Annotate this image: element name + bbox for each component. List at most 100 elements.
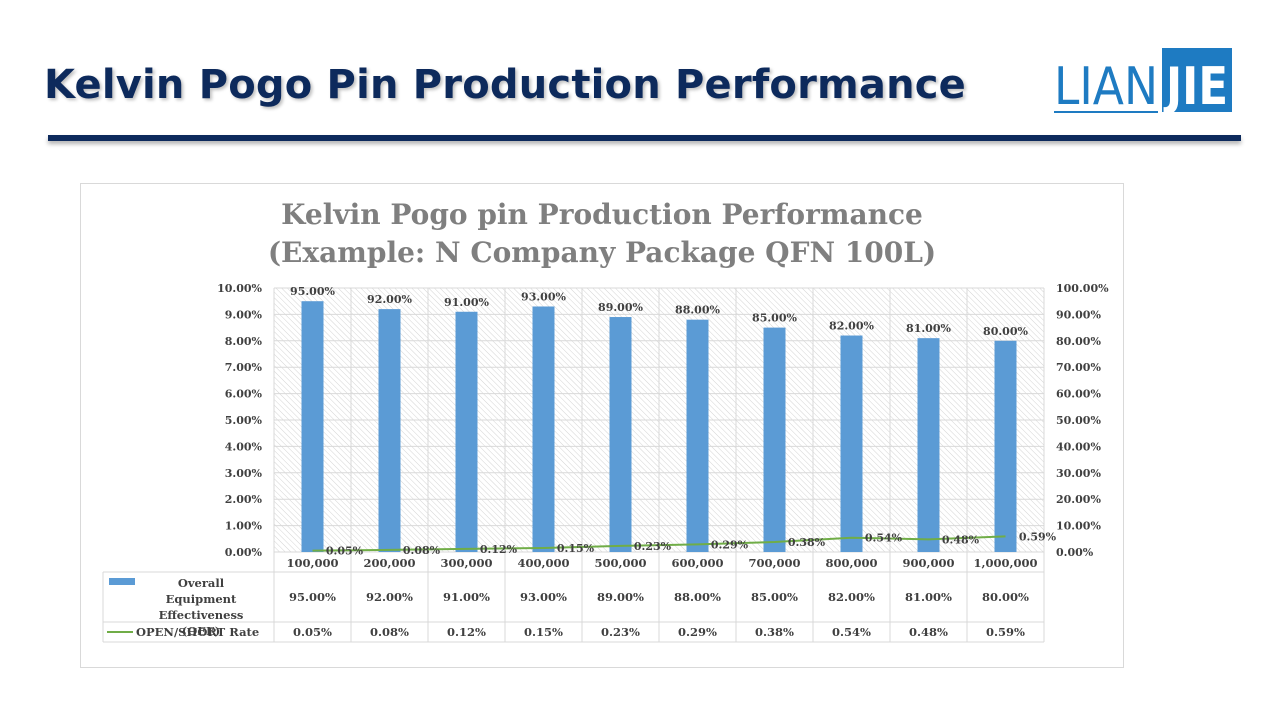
logo-mark: LIAN JIE bbox=[1054, 48, 1232, 114]
category-label: 1,000,000 bbox=[973, 556, 1037, 570]
bar bbox=[609, 317, 632, 552]
category-label: 300,000 bbox=[440, 556, 492, 570]
legend-label-oee: Effectiveness bbox=[159, 608, 244, 622]
bar-data-label: 89.00% bbox=[598, 301, 643, 314]
left-axis-tick-label: 1.00% bbox=[225, 520, 263, 533]
line-data-label: 0.15% bbox=[557, 542, 595, 555]
bar-data-label: 81.00% bbox=[906, 322, 951, 335]
table-cell-oee: 88.00% bbox=[674, 590, 721, 604]
bar bbox=[840, 335, 863, 552]
bar-data-label: 82.00% bbox=[829, 320, 874, 333]
line-data-label: 0.05% bbox=[326, 545, 364, 558]
bar bbox=[686, 319, 709, 552]
table-cell-open-short: 0.12% bbox=[447, 625, 486, 639]
bar bbox=[763, 327, 786, 552]
bar-data-label: 93.00% bbox=[521, 290, 566, 303]
right-axis-tick-label: 80.00% bbox=[1056, 335, 1101, 348]
table-cell-open-short: 0.15% bbox=[524, 625, 563, 639]
table-cell-oee: 89.00% bbox=[597, 590, 644, 604]
right-axis-tick-label: 20.00% bbox=[1056, 493, 1101, 506]
combo-chart: Kelvin Pogo pin Production Performance (… bbox=[102, 198, 1109, 643]
table-cell-oee: 93.00% bbox=[520, 590, 567, 604]
table-cell-open-short: 0.59% bbox=[986, 625, 1025, 639]
table-cell-open-short: 0.23% bbox=[601, 625, 640, 639]
right-axis-tick-label: 50.00% bbox=[1056, 414, 1101, 427]
title-divider bbox=[48, 135, 1241, 141]
bar-data-label: 92.00% bbox=[367, 293, 412, 306]
table-cell-oee: 95.00% bbox=[289, 590, 336, 604]
table-cell-oee: 91.00% bbox=[443, 590, 490, 604]
left-axis-tick-label: 7.00% bbox=[225, 361, 263, 374]
bar bbox=[301, 301, 324, 552]
company-logo: LIAN JIE bbox=[1054, 48, 1232, 114]
category-label: 700,000 bbox=[748, 556, 800, 570]
right-axis-tick-label: 10.00% bbox=[1056, 520, 1101, 533]
logo-text-left: LIAN bbox=[1054, 57, 1158, 114]
bar-data-label: 80.00% bbox=[983, 325, 1028, 338]
left-axis-tick-label: 10.00% bbox=[217, 282, 262, 295]
category-label: 900,000 bbox=[902, 556, 954, 570]
bar bbox=[917, 338, 940, 552]
line-data-label: 0.48% bbox=[942, 533, 980, 546]
bar bbox=[532, 306, 555, 552]
bar-data-label: 91.00% bbox=[444, 296, 489, 309]
logo-box bbox=[1162, 48, 1232, 112]
logo-text-right: JIE bbox=[1163, 57, 1228, 114]
chart-title: Kelvin Pogo pin Production Performance bbox=[281, 198, 923, 231]
table-cell-open-short: 0.48% bbox=[909, 625, 948, 639]
legend-label-oee: Overall bbox=[178, 576, 225, 590]
bar-data-label: 88.00% bbox=[675, 304, 720, 317]
line-data-label: 0.08% bbox=[403, 544, 441, 557]
line-data-label: 0.38% bbox=[788, 536, 826, 549]
table-cell-open-short: 0.29% bbox=[678, 625, 717, 639]
category-label: 200,000 bbox=[363, 556, 415, 570]
left-axis-tick-label: 8.00% bbox=[225, 335, 263, 348]
line-data-label: 0.59% bbox=[1019, 530, 1057, 543]
left-axis-tick-label: 2.00% bbox=[225, 493, 263, 506]
slide-title: Kelvin Pogo Pin Production Performance bbox=[44, 62, 967, 108]
line-data-label: 0.54% bbox=[865, 532, 903, 545]
chart-container: Kelvin Pogo pin Production Performance (… bbox=[80, 183, 1124, 668]
category-label: 100,000 bbox=[286, 556, 338, 570]
table-cell-oee: 85.00% bbox=[751, 590, 798, 604]
left-axis-tick-label: 5.00% bbox=[225, 414, 263, 427]
right-axis-tick-label: 40.00% bbox=[1056, 440, 1101, 453]
left-axis-tick-label: 9.00% bbox=[225, 308, 263, 321]
left-axis-tick-label: 0.00% bbox=[225, 546, 263, 559]
table-cell-open-short: 0.05% bbox=[293, 625, 332, 639]
line-data-label: 0.12% bbox=[480, 543, 518, 556]
chart-subtitle: (Example: N Company Package QFN 100L) bbox=[268, 236, 936, 269]
table-cell-oee: 80.00% bbox=[982, 590, 1029, 604]
left-axis-tick-label: 4.00% bbox=[225, 440, 263, 453]
line-series bbox=[312, 535, 1006, 552]
table-cell-oee: 92.00% bbox=[366, 590, 413, 604]
left-axis-tick-label: 3.00% bbox=[225, 467, 263, 480]
right-axis-tick-label: 100.00% bbox=[1056, 282, 1109, 295]
right-axis-tick-label: 70.00% bbox=[1056, 361, 1101, 374]
category-label: 500,000 bbox=[594, 556, 646, 570]
table-cell-open-short: 0.08% bbox=[370, 625, 409, 639]
bar-data-label: 85.00% bbox=[752, 312, 797, 325]
line-data-label: 0.29% bbox=[711, 538, 749, 551]
line-data-label: 0.23% bbox=[634, 540, 672, 553]
right-axis-tick-label: 30.00% bbox=[1056, 467, 1101, 480]
right-axis-tick-label: 90.00% bbox=[1056, 308, 1101, 321]
right-axis-tick-label: 0.00% bbox=[1056, 546, 1094, 559]
bar bbox=[455, 311, 478, 552]
table-cell-oee: 81.00% bbox=[905, 590, 952, 604]
category-label: 600,000 bbox=[671, 556, 723, 570]
legend-label-open-short: OPEN/SHORT Rate bbox=[136, 625, 259, 639]
category-label: 400,000 bbox=[517, 556, 569, 570]
table-cell-open-short: 0.38% bbox=[755, 625, 794, 639]
legend-key-oee bbox=[109, 578, 135, 585]
category-label: 800,000 bbox=[825, 556, 877, 570]
bar bbox=[994, 340, 1017, 552]
legend-label-oee: (OEE) bbox=[182, 624, 220, 638]
table-cell-open-short: 0.54% bbox=[832, 625, 871, 639]
bar-data-label: 95.00% bbox=[290, 285, 335, 298]
legend-label-oee: Equipment bbox=[166, 592, 237, 606]
table-cell-oee: 82.00% bbox=[828, 590, 875, 604]
left-axis-tick-label: 6.00% bbox=[225, 388, 263, 401]
right-axis-tick-label: 60.00% bbox=[1056, 388, 1101, 401]
bar bbox=[378, 309, 401, 552]
